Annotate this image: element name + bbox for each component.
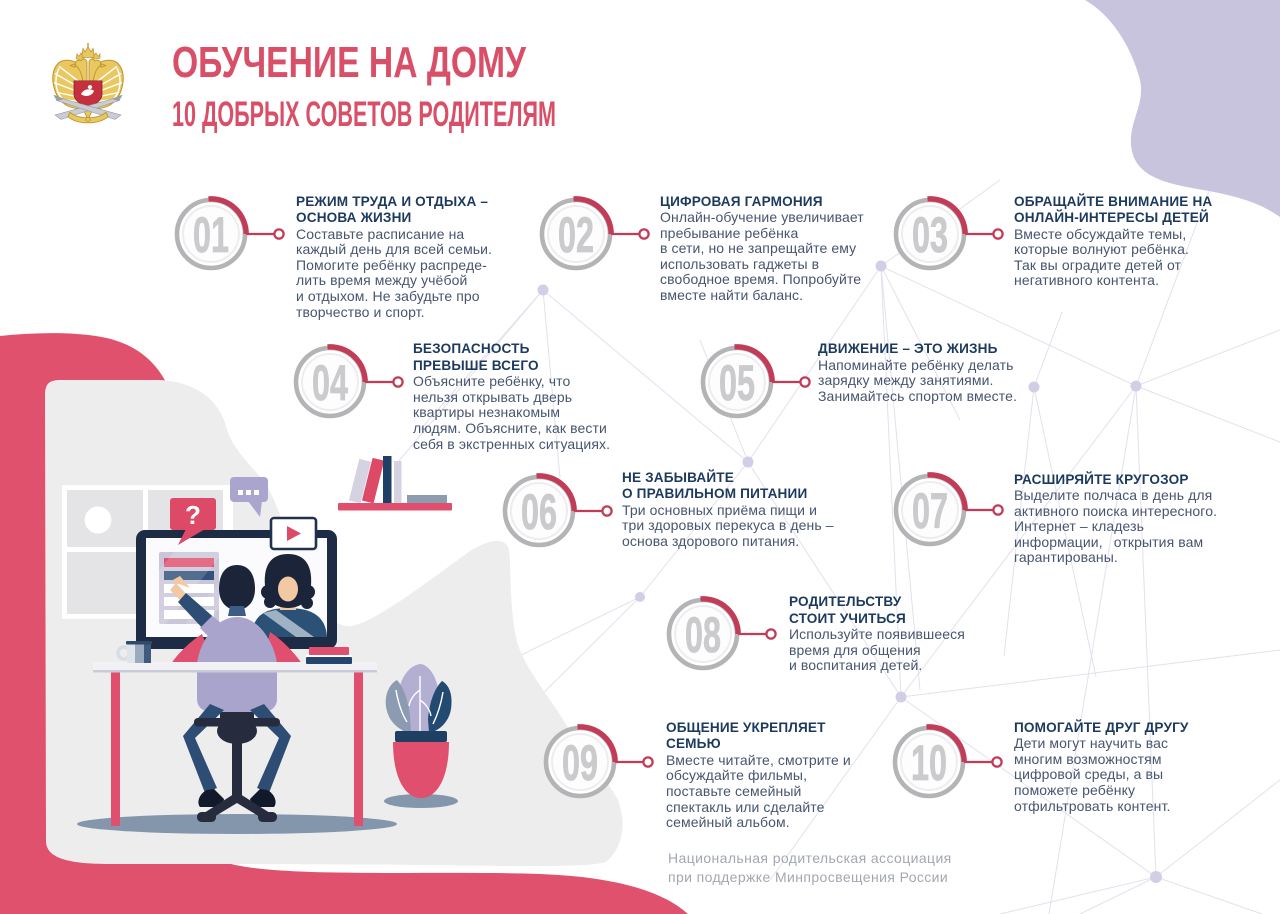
svg-text:03: 03 <box>912 207 948 263</box>
svg-text:09: 09 <box>562 735 598 791</box>
svg-text:?: ? <box>185 500 201 530</box>
svg-text:10 ДОБРЫХ СОВЕТОВ РОДИТЕЛЯМ: 10 ДОБРЫХ СОВЕТОВ РОДИТЕЛЯМ <box>172 95 556 134</box>
svg-text:ОБУЧЕНИЕ НА ДОМУ: ОБУЧЕНИЕ НА ДОМУ <box>172 38 526 87</box>
svg-text:01: 01 <box>193 207 229 263</box>
svg-text:02: 02 <box>558 207 594 263</box>
svg-text:08: 08 <box>685 607 721 663</box>
svg-text:06: 06 <box>521 484 557 540</box>
svg-text:10: 10 <box>911 735 947 791</box>
svg-text:05: 05 <box>719 355 755 411</box>
svg-text:04: 04 <box>312 355 348 411</box>
svg-text:07: 07 <box>912 483 948 539</box>
